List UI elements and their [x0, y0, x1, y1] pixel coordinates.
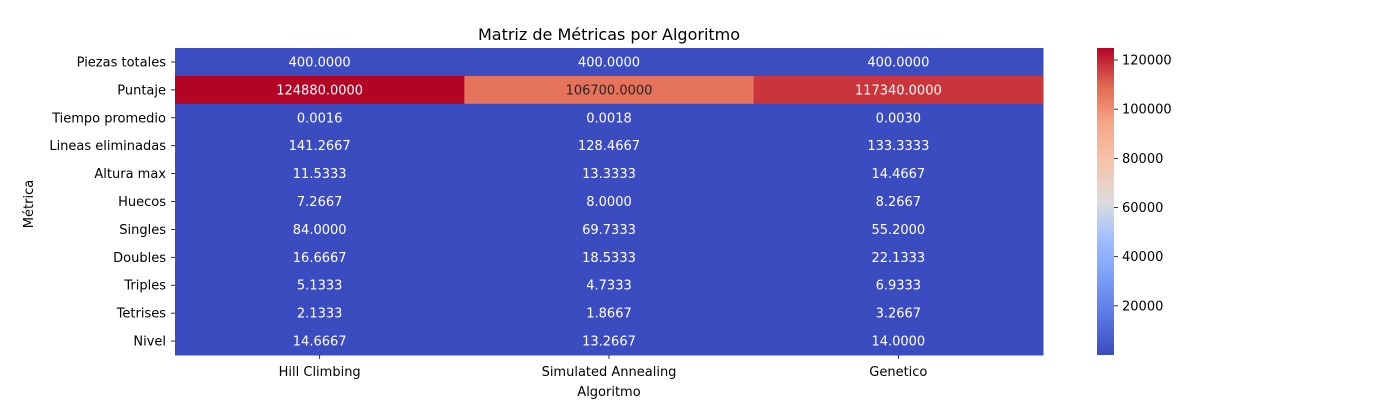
y-tick-label: Huecos: [118, 195, 166, 210]
cell-value-label: 2.1333: [297, 307, 343, 322]
heatmap-cell: [175, 271, 465, 300]
heatmap-cell: [464, 103, 755, 133]
cell-value-label: 14.4667: [871, 167, 925, 182]
cell-value-label: 0.0030: [876, 111, 922, 126]
cell-value-label: 16.6667: [293, 251, 347, 266]
heatmap-cell: [464, 327, 755, 356]
cell-value-label: 400.0000: [867, 55, 929, 70]
y-tick-labels: Piezas totales Puntaje Tiempo promedio Line…: [49, 55, 175, 350]
cell-value-label: 133.3333: [867, 139, 929, 154]
heatmap-cell: [753, 215, 1044, 244]
cell-value-label: 55.2000: [871, 223, 925, 238]
heatmap-cell: [753, 103, 1044, 133]
heatmap-cell: [175, 215, 465, 244]
heatmap-cell: [753, 299, 1044, 328]
heatmap-cell: [175, 159, 465, 189]
cell-value-label: 3.2667: [876, 307, 922, 322]
cell-value-label: 400.0000: [289, 55, 351, 70]
colorbar: [1097, 48, 1114, 355]
heatmap-cell: [175, 131, 465, 161]
cell-value-label: 7.2667: [297, 195, 343, 210]
heatmap-cell: [175, 48, 465, 77]
heatmap-cell: [464, 243, 755, 272]
heatmap-cell: [753, 131, 1044, 161]
heatmap-cell: [464, 215, 755, 244]
y-tick-label: Piezas totales: [77, 55, 167, 70]
cell-value-label: 13.2667: [582, 335, 636, 350]
colorbar-ticks: 20000 40000 60000 80000 100000 120000: [1114, 53, 1172, 314]
y-tick-label: Tetrises: [116, 307, 167, 322]
y-axis-label: Métrica: [22, 180, 37, 228]
cell-value-label: 128.4667: [578, 139, 640, 154]
cell-value-label: 6.9333: [876, 279, 922, 294]
y-tick-label: Doubles: [113, 251, 166, 266]
heatmap-cell: [753, 75, 1044, 105]
heatmap-cell: [464, 131, 755, 161]
heatmap-cell: [175, 327, 465, 356]
cell-value-label: 5.1333: [297, 279, 343, 294]
heatmap-cell-labels: 400.0000 400.0000 400.0000 124880.0000 10670…: [276, 55, 942, 349]
heatmap-cell: [753, 48, 1044, 77]
x-tick-label: Hill Climbing: [279, 365, 361, 380]
cell-value-label: 400.0000: [578, 55, 640, 70]
chart-title: Matriz de Métricas por Algoritmo: [478, 25, 740, 44]
heatmap-cells: [175, 48, 1044, 356]
y-tick-label: Lineas eliminadas: [49, 139, 166, 154]
cell-value-label: 0.0016: [297, 111, 343, 126]
heatmap-cell: [464, 299, 755, 328]
cell-value-label: 1.8667: [586, 307, 632, 322]
cell-value-label: 8.2667: [876, 195, 922, 210]
heatmap-cell: [753, 243, 1044, 272]
colorbar-tick-label: 20000: [1122, 299, 1163, 314]
colorbar-tick-label: 40000: [1122, 250, 1163, 265]
cell-value-label: 18.5333: [582, 251, 636, 266]
cell-value-label: 4.7333: [586, 279, 632, 294]
cell-value-label: 84.0000: [293, 223, 347, 238]
cell-value-label: 0.0018: [586, 111, 632, 126]
heatmap-cell: [175, 299, 465, 328]
colorbar-tick-label: 80000: [1122, 152, 1163, 167]
heatmap-cell: [175, 103, 465, 133]
heatmap-cell: [753, 327, 1044, 356]
heatmap-cell: [175, 243, 465, 272]
heatmap-cell: [464, 187, 755, 216]
cell-value-label: 11.5333: [293, 167, 347, 182]
heatmap-cell: [464, 159, 755, 189]
heatmap-cell: [175, 187, 465, 216]
x-tick-labels: Hill Climbing Simulated Annealing Genetico: [279, 355, 927, 380]
y-tick-label: Triples: [123, 279, 166, 294]
cell-value-label: 13.3333: [582, 167, 636, 182]
cell-value-label: 14.0000: [871, 335, 925, 350]
cell-value-label: 14.6667: [293, 335, 347, 350]
cell-value-label: 117340.0000: [855, 83, 942, 98]
cell-value-label: 124880.0000: [276, 83, 363, 98]
heatmap-cell: [464, 75, 755, 105]
cell-value-label: 22.1333: [871, 251, 925, 266]
x-axis-label: Algoritmo: [577, 385, 640, 400]
cell-value-label: 8.0000: [586, 195, 632, 210]
y-tick-label: Singles: [119, 223, 166, 238]
cell-value-label: 141.2667: [289, 139, 351, 154]
y-tick-label: Altura max: [94, 167, 166, 182]
x-tick-label: Simulated Annealing: [542, 365, 677, 380]
heatmap-cell: [753, 187, 1044, 216]
cell-value-label: 69.7333: [582, 223, 636, 238]
heatmap-cell: [753, 271, 1044, 300]
cell-value-label: 106700.0000: [566, 83, 653, 98]
colorbar-tick-label: 60000: [1122, 201, 1163, 216]
y-tick-label: Puntaje: [117, 83, 166, 98]
y-tick-label: Nivel: [133, 335, 166, 350]
colorbar-tick-label: 120000: [1122, 53, 1172, 68]
heatmap-cell: [464, 48, 755, 77]
x-tick-label: Genetico: [869, 365, 927, 380]
colorbar-tick-label: 100000: [1122, 103, 1172, 118]
heatmap-cell: [175, 75, 465, 105]
y-tick-label: Tiempo promedio: [51, 111, 166, 126]
heatmap-cell: [464, 271, 755, 300]
heatmap-cell: [753, 159, 1044, 189]
